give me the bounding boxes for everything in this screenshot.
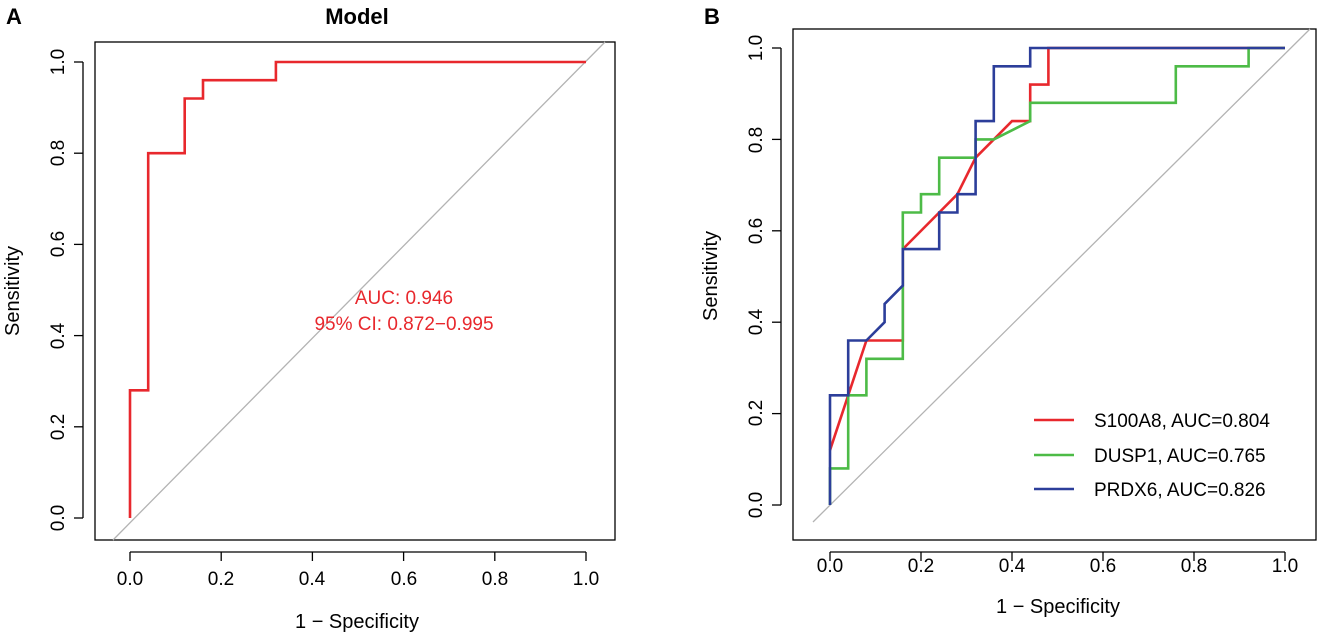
panel-a-series-group [128, 60, 586, 518]
panel-b-x-tick-label: 0.8 [1181, 556, 1207, 577]
panel-b-y-tick-label: 0.8 [746, 127, 767, 153]
panel-b: B 0.0 0.2 0.4 0.6 0.8 1.0 0.0 0.2 0.4 0.… [700, 4, 1317, 618]
panel-a-y-tick-label: 0.2 [48, 414, 69, 440]
panel-a-y-axis-label: Sensitivity [2, 246, 24, 336]
panel-b-reference-diagonal [812, 28, 1311, 523]
legend-label-prdx6: PRDX6, AUC=0.826 [1094, 480, 1266, 501]
panel-b-x-tick-label: 0.0 [817, 556, 843, 577]
panel-b-label: B [704, 4, 720, 29]
panel-b-x-tick-label: 0.6 [1090, 556, 1116, 577]
panel-b-legend: S100A8, AUC=0.804 DUSP1, AUC=0.765 PRDX6… [1034, 411, 1270, 501]
panel-b-roc-curve-dusp1 [828, 46, 1285, 505]
panel-a-x-tick-label: 0.8 [482, 569, 508, 590]
panel-b-x-tick-label: 0.2 [908, 556, 934, 577]
legend-label-s100a8: S100A8, AUC=0.804 [1094, 411, 1270, 432]
panel-b-roc-curve-prdx6 [828, 46, 1285, 505]
panel-a-x-tick-label: 0.2 [208, 569, 234, 590]
panel-a-x-axis [129, 551, 587, 561]
panel-a-title: Model [325, 4, 389, 29]
panel-a-x-tick-label: 0.6 [391, 569, 417, 590]
panel-a-roc-curve-model [128, 60, 586, 518]
panel-a-label: A [6, 4, 22, 29]
panel-a-y-tick-label: 0.8 [48, 140, 69, 166]
panel-b-y-tick-label: 0.4 [746, 308, 767, 335]
panel-a-x-axis-label: 1 − Specificity [295, 611, 419, 633]
panel-b-plot-frame [792, 28, 1317, 541]
panel-b-y-axis [772, 47, 782, 506]
panel-a-y-tick-label: 0.4 [48, 322, 69, 349]
panel-b-x-axis [829, 551, 1286, 561]
legend-label-dusp1: DUSP1, AUC=0.765 [1094, 446, 1266, 467]
panel-a-x-tick-label: 0.0 [117, 569, 143, 590]
panel-a-x-tick-label: 0.4 [299, 569, 326, 590]
panel-b-x-axis-label: 1 − Specificity [996, 596, 1120, 618]
panel-b-y-tick-label: 0.0 [746, 492, 767, 518]
panel-b-y-axis-label: Sensitivity [700, 231, 722, 321]
panel-a-x-tick-label: 1.0 [573, 569, 599, 590]
panel-b-x-tick-label: 0.4 [999, 556, 1026, 577]
panel-a: A Model 0.0 0.2 0.4 0.6 0.8 1.0 0.0 0.2 … [2, 4, 616, 633]
panel-b-x-tick-label: 1.0 [1272, 556, 1298, 577]
panel-a-y-tick-label: 1.0 [48, 49, 69, 75]
panel-a-y-tick-label: 0.0 [48, 505, 69, 531]
panel-b-y-tick-label: 0.2 [746, 400, 767, 426]
panel-a-ci-annotation: 95% CI: 0.872−0.995 [314, 314, 493, 335]
panel-b-roc-curve-s100a8 [828, 46, 1285, 451]
panel-b-series-group [828, 46, 1285, 505]
panel-a-auc-annotation: AUC: 0.946 [355, 288, 453, 309]
panel-a-y-tick-label: 0.6 [48, 231, 69, 257]
panel-a-reference-diagonal [112, 41, 606, 541]
panel-a-y-axis [74, 61, 84, 519]
panel-b-y-tick-label: 1.0 [746, 35, 767, 61]
panel-b-y-tick-label: 0.6 [746, 218, 767, 244]
panel-a-plot-frame [94, 41, 616, 541]
